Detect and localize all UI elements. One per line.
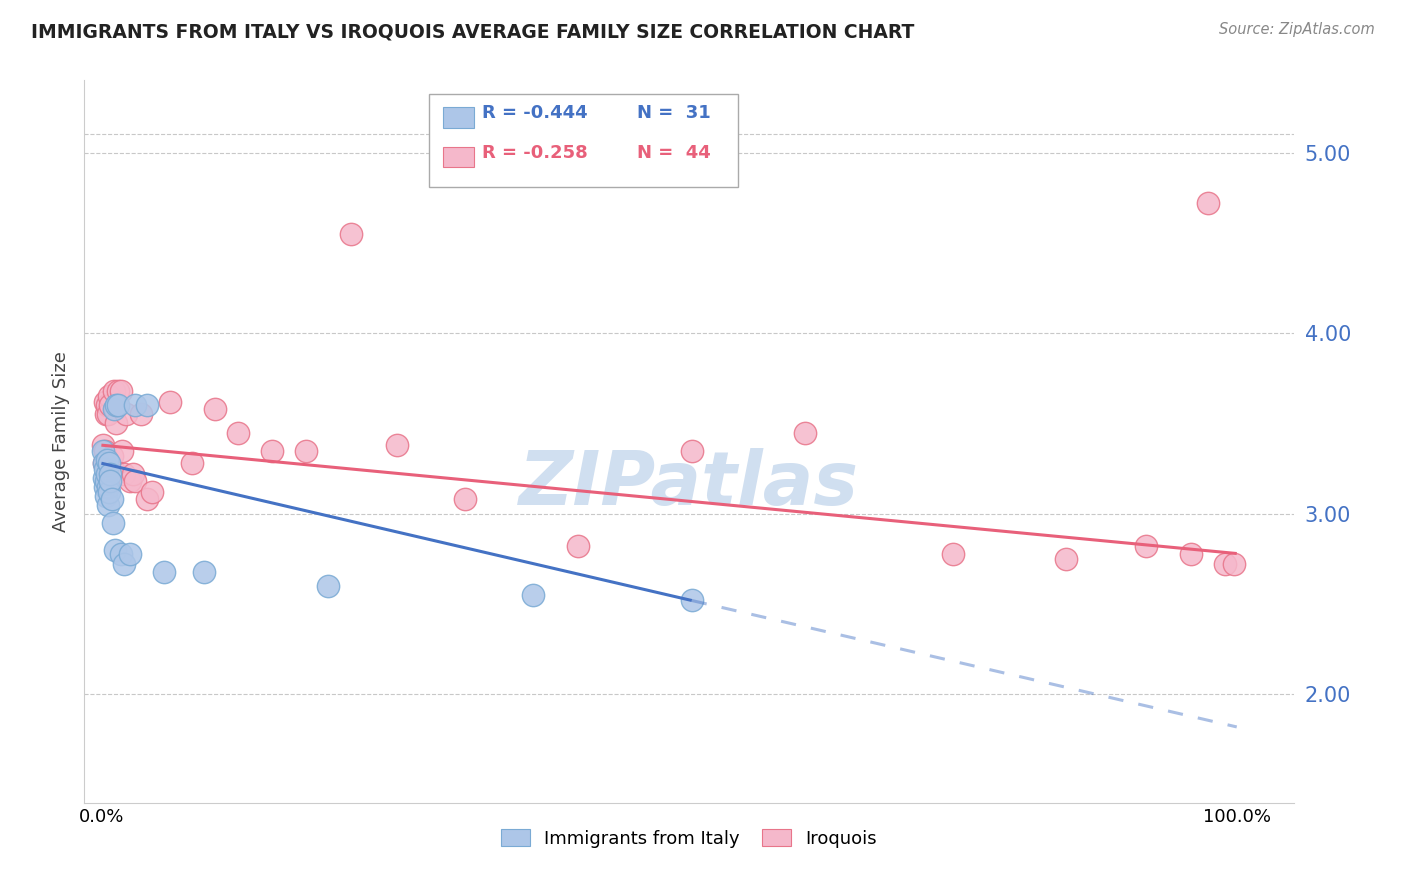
Point (98, 485, 121, 500)
Legend: Immigrants from Italy, Iroquois: Immigrants from Italy, Iroquois (494, 822, 884, 855)
Point (454, 492, 477, 507)
Point (107, 384, 129, 398)
Point (93, 470, 115, 484)
Point (1054, 552, 1077, 566)
Point (942, 547, 965, 561)
Point (111, 443, 134, 458)
Point (112, 558, 135, 572)
Point (1223, 558, 1246, 572)
Point (93, 456, 115, 470)
Point (193, 565, 215, 579)
Point (110, 384, 132, 398)
Point (91, 443, 114, 458)
Point (101, 461, 124, 475)
Point (204, 402, 226, 417)
Text: R = -0.258: R = -0.258 (482, 144, 588, 161)
Point (1197, 196, 1219, 211)
Point (153, 565, 176, 579)
Text: ZIPatlas: ZIPatlas (519, 449, 859, 522)
Point (260, 443, 283, 458)
Point (93, 456, 115, 470)
Point (97, 408, 120, 422)
Point (141, 485, 163, 500)
Point (118, 547, 141, 561)
Point (118, 475, 141, 489)
Point (94, 394, 117, 409)
Point (1215, 558, 1237, 572)
Point (124, 398, 146, 412)
Point (103, 402, 125, 417)
Point (94, 443, 117, 458)
Point (567, 539, 589, 553)
Point (181, 456, 204, 470)
Point (94, 475, 117, 489)
Point (294, 443, 316, 458)
Point (681, 593, 703, 607)
Point (105, 417, 128, 431)
Text: N =  44: N = 44 (637, 144, 710, 161)
Point (104, 402, 127, 417)
Point (1180, 547, 1202, 561)
Point (96, 398, 118, 412)
Point (97, 498, 120, 512)
Point (110, 547, 132, 561)
Point (98, 389, 121, 403)
Point (94, 480, 117, 494)
Point (135, 492, 157, 507)
Point (94, 408, 117, 422)
Point (340, 227, 363, 241)
Point (129, 408, 152, 422)
Point (91, 438, 114, 452)
Point (105, 398, 128, 412)
Point (100, 398, 122, 412)
Point (104, 542, 127, 557)
Text: R = -0.444: R = -0.444 (482, 104, 588, 122)
Point (794, 425, 817, 440)
Point (96, 452, 118, 467)
Point (103, 384, 125, 398)
Point (98, 456, 121, 470)
Point (100, 475, 122, 489)
Point (681, 443, 703, 458)
Point (522, 588, 544, 602)
Point (226, 425, 249, 440)
Point (1135, 539, 1157, 553)
Point (112, 467, 135, 481)
Point (318, 579, 340, 593)
Point (115, 408, 138, 422)
Y-axis label: Average Family Size: Average Family Size (52, 351, 70, 532)
Point (97, 480, 120, 494)
Point (100, 449, 122, 463)
Point (124, 475, 146, 489)
Text: N =  31: N = 31 (637, 104, 710, 122)
Point (101, 516, 124, 530)
Point (100, 492, 122, 507)
Point (94, 489, 117, 503)
Point (122, 467, 145, 481)
Point (94, 461, 117, 475)
Point (96, 467, 118, 481)
Point (107, 398, 129, 412)
Point (159, 394, 181, 409)
Point (135, 398, 157, 412)
Point (100, 467, 122, 481)
Text: IMMIGRANTS FROM ITALY VS IROQUOIS AVERAGE FAMILY SIZE CORRELATION CHART: IMMIGRANTS FROM ITALY VS IROQUOIS AVERAG… (31, 22, 914, 41)
Text: Source: ZipAtlas.com: Source: ZipAtlas.com (1219, 22, 1375, 37)
Point (385, 438, 408, 452)
